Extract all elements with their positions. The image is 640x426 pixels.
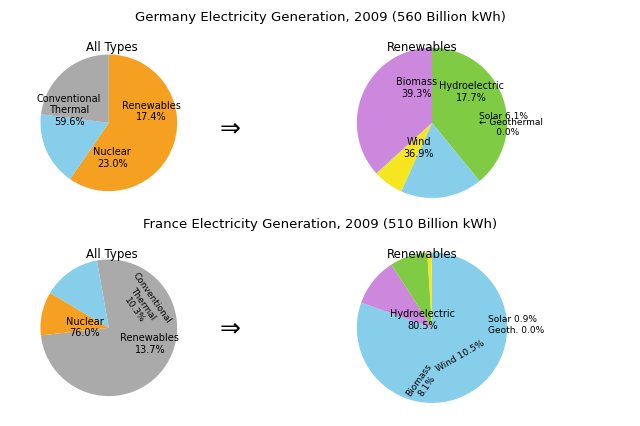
Text: Hydroelectric
80.5%: Hydroelectric 80.5%	[390, 308, 456, 330]
Wedge shape	[376, 124, 432, 176]
Text: Solar 0.9%: Solar 0.9%	[488, 314, 538, 323]
Wedge shape	[361, 265, 432, 328]
Wedge shape	[41, 55, 109, 124]
Text: France Electricity Generation, 2009 (510 Billion kWh): France Electricity Generation, 2009 (510…	[143, 217, 497, 230]
Wedge shape	[401, 124, 479, 199]
Wedge shape	[357, 253, 507, 403]
Text: Conventional
Thermal
10.3%: Conventional Thermal 10.3%	[113, 271, 172, 337]
Wedge shape	[428, 253, 432, 328]
Wedge shape	[392, 253, 432, 328]
Text: All Types: All Types	[86, 40, 138, 53]
Wedge shape	[357, 49, 432, 174]
Wedge shape	[41, 260, 177, 396]
Text: Hydroelectric
17.7%: Hydroelectric 17.7%	[438, 81, 504, 103]
Text: Biomass
39.3%: Biomass 39.3%	[396, 77, 438, 98]
Text: Germany Electricity Generation, 2009 (560 Billion kWh): Germany Electricity Generation, 2009 (56…	[134, 11, 506, 23]
Text: Wind 10.5%: Wind 10.5%	[435, 337, 486, 372]
Text: Renewables
17.4%: Renewables 17.4%	[122, 101, 180, 122]
Text: Renewables: Renewables	[387, 40, 458, 53]
Wedge shape	[70, 55, 177, 192]
Text: ⇒: ⇒	[220, 316, 241, 340]
Text: Nuclear
76.0%: Nuclear 76.0%	[66, 316, 104, 337]
Text: Renewables: Renewables	[387, 247, 458, 260]
Wedge shape	[378, 124, 432, 192]
Text: Solar 6.1%: Solar 6.1%	[479, 112, 527, 121]
Text: Geoth. 0.0%: Geoth. 0.0%	[488, 325, 545, 334]
Text: Renewables
13.7%: Renewables 13.7%	[120, 332, 179, 354]
Text: All Types: All Types	[86, 247, 138, 260]
Text: ⇒: ⇒	[220, 116, 241, 140]
Wedge shape	[40, 115, 109, 180]
Wedge shape	[40, 293, 109, 336]
Text: Wind
36.9%: Wind 36.9%	[403, 137, 434, 158]
Text: ← Geothermal
      0.0%: ← Geothermal 0.0%	[479, 118, 543, 137]
Wedge shape	[50, 261, 109, 328]
Text: Biomass
8.1%: Biomass 8.1%	[404, 361, 442, 403]
Text: Nuclear
23.0%: Nuclear 23.0%	[93, 147, 131, 168]
Text: Conventional
Thermal
59.6%: Conventional Thermal 59.6%	[37, 93, 101, 127]
Wedge shape	[432, 49, 507, 181]
